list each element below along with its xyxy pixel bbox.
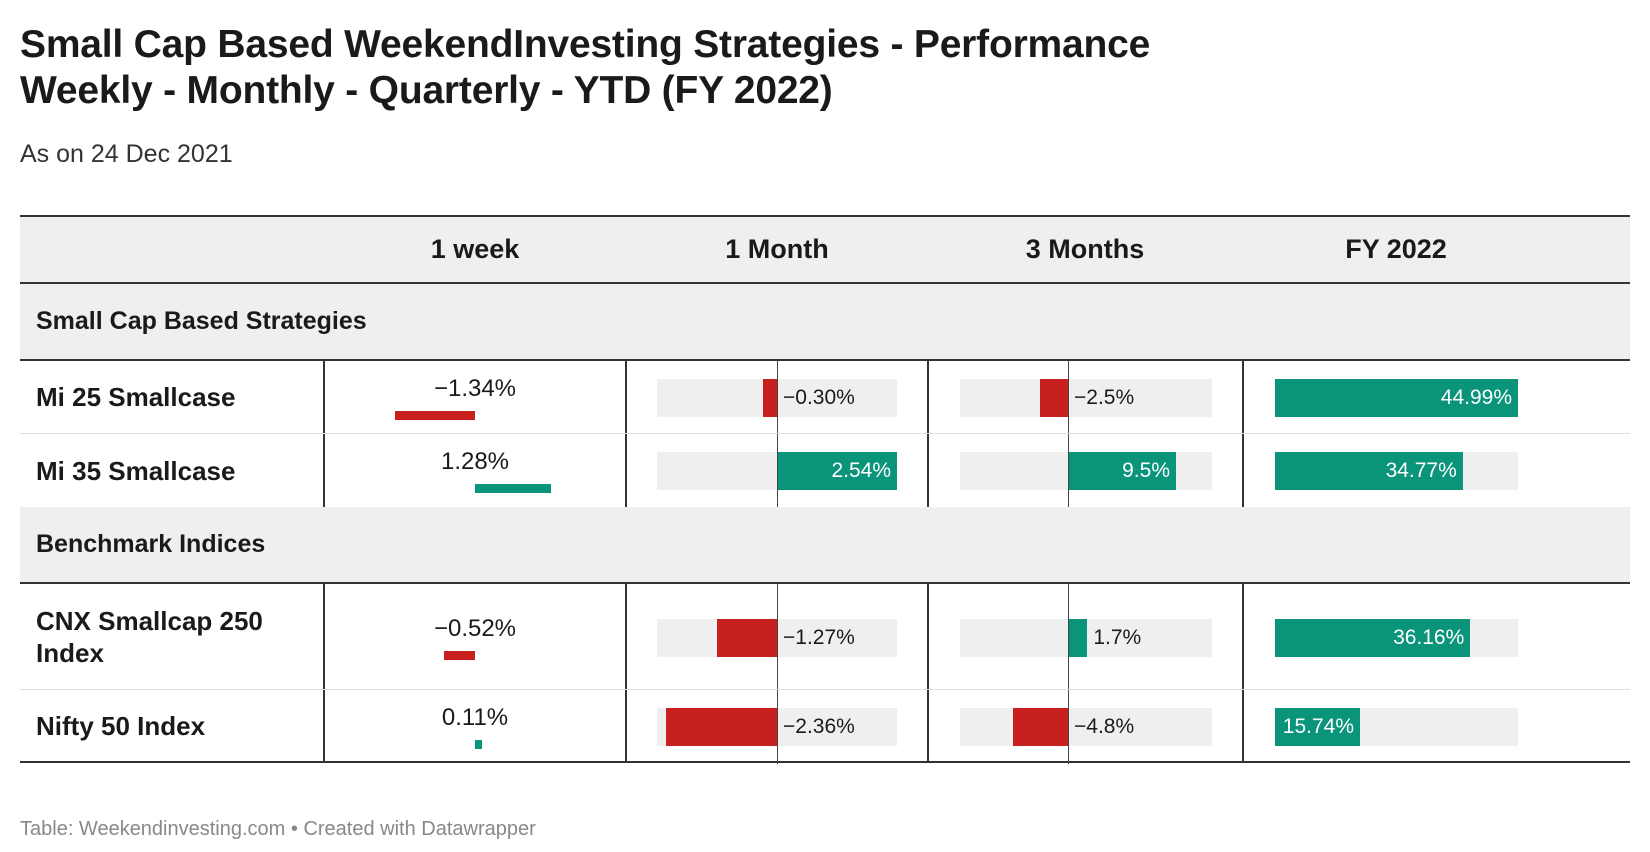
data-label: 34.77% <box>1385 459 1457 482</box>
column-divider <box>1242 584 1244 689</box>
table-header: 1 week 1 Month 3 Months FY 2022 <box>20 215 1630 284</box>
positive-bar <box>1275 708 1360 746</box>
data-label: −0.52% <box>433 614 517 642</box>
negative-bar <box>762 379 777 417</box>
column-divider <box>625 434 627 507</box>
group-header: Small Cap Based Strategies <box>20 284 1630 359</box>
chart-subtitle: As on 24 Dec 2021 <box>20 140 233 168</box>
data-label: 2.54% <box>831 459 891 482</box>
column-header: FY 2022 <box>1345 234 1447 264</box>
positive-bar <box>1068 618 1088 657</box>
column-divider <box>323 584 325 689</box>
column-divider <box>1242 690 1244 761</box>
column-header: 3 Months <box>1025 234 1145 264</box>
negative-bar <box>665 708 777 746</box>
table-row: CNX Smallcap 250 Index −0.52% −1.27% 1.7% 36… <box>20 582 1630 691</box>
zero-axis <box>1068 434 1069 508</box>
column-divider <box>625 690 627 761</box>
positive-bar <box>475 740 482 749</box>
data-label: 44.99% <box>1440 386 1512 409</box>
column-divider <box>927 434 929 507</box>
row-label: CNX Smallcap 250 Index <box>36 605 263 668</box>
source-footer: Table: Weekendinvesting.com • Created wi… <box>20 818 536 840</box>
title-line-1: Small Cap Based WeekendInvesting Strateg… <box>20 23 1151 66</box>
data-label: 0.11% <box>441 704 509 731</box>
zero-axis <box>1068 690 1069 764</box>
negative-bar <box>717 618 777 657</box>
data-label: 1.28% <box>440 448 510 475</box>
column-divider <box>323 434 325 507</box>
negative-bar <box>443 650 475 660</box>
data-label: −4.8% <box>1074 715 1135 738</box>
column-divider <box>323 361 325 433</box>
column-divider <box>927 361 929 433</box>
positive-bar <box>1275 379 1518 417</box>
row-label: Mi 25 Smallcase <box>36 382 236 412</box>
column-divider <box>927 690 929 761</box>
column-divider <box>625 361 627 433</box>
column-divider <box>625 584 627 689</box>
performance-table: 1 week 1 Month 3 Months FY 2022 Small Cap Ba… <box>20 215 1630 764</box>
data-label: −2.36% <box>783 715 855 738</box>
title-line-2: Weekly - Monthly - Quarterly - YTD (FY 2… <box>20 69 833 112</box>
data-label: −0.30% <box>783 386 855 409</box>
positive-bar <box>1275 452 1463 490</box>
row-label: Nifty 50 Index <box>36 710 206 741</box>
column-header: 1 Month <box>725 234 829 264</box>
column-divider <box>927 584 929 689</box>
bar-track <box>960 708 1212 746</box>
group-label: Benchmark Indices <box>36 530 266 558</box>
data-label: −1.27% <box>783 625 855 649</box>
zero-axis <box>1068 361 1069 435</box>
positive-bar <box>1068 452 1176 490</box>
data-label: 1.7% <box>1093 625 1142 649</box>
positive-bar <box>475 484 552 493</box>
bar-track <box>960 379 1212 417</box>
column-header: 1 week <box>430 234 520 264</box>
data-label: 9.5% <box>1122 459 1170 482</box>
group-label: Small Cap Based Strategies <box>36 307 367 335</box>
zero-axis <box>1068 584 1069 691</box>
table-row: Nifty 50 Index 0.11% −2.36% −4.8% 15.74% <box>20 689 1630 764</box>
zero-axis <box>777 434 778 508</box>
column-divider <box>323 690 325 761</box>
group-header: Benchmark Indices <box>20 507 1630 582</box>
data-label: 15.74% <box>1282 715 1354 738</box>
negative-bar <box>1013 708 1068 746</box>
column-divider <box>1242 361 1244 433</box>
zero-axis <box>777 690 778 764</box>
data-label: −2.5% <box>1074 386 1135 409</box>
data-label: 36.16% <box>1393 625 1465 649</box>
positive-bar <box>1275 618 1471 657</box>
positive-bar <box>777 452 897 490</box>
data-label: −1.34% <box>433 375 517 402</box>
zero-axis <box>777 584 778 691</box>
negative-bar <box>395 411 475 420</box>
negative-bar <box>1039 379 1068 417</box>
column-divider <box>1242 434 1244 507</box>
table-row: Mi 25 Smallcase −1.34% −0.30% −2.5% 44.99% <box>20 359 1630 435</box>
zero-axis <box>777 361 778 435</box>
table-row: Mi 35 Smallcase 1.28% 2.54% 9.5% 34.77% <box>20 433 1630 508</box>
chart-title: Small Cap Based WeekendInvesting Strateg… <box>20 22 1150 114</box>
row-label: Mi 35 Smallcase <box>36 455 236 486</box>
